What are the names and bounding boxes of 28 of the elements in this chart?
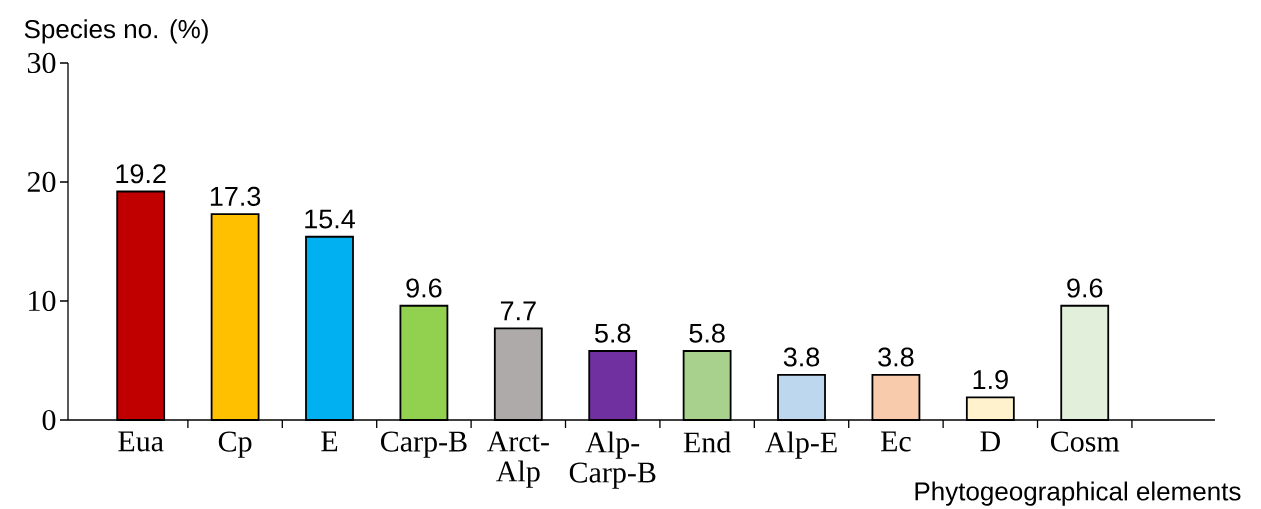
y-tick-label: 20 <box>27 171 56 193</box>
x-axis-title: Phytogeographical elements <box>915 481 1241 506</box>
data-label: 5.8 <box>595 323 631 343</box>
y-tick-label: 30 <box>27 52 56 74</box>
x-tick-label: Cosm <box>1050 431 1120 452</box>
x-tick-label: Carp-B <box>380 431 467 458</box>
y-tick-label: 10 <box>29 290 56 312</box>
x-tick-label: End <box>683 431 731 453</box>
x-tick-label: Eua <box>118 431 164 452</box>
x-tick-label: Alp-E <box>765 431 837 459</box>
y-axis-title: Species no. (%) <box>24 19 208 44</box>
y-tick-label: 0 <box>42 409 56 431</box>
data-label: 3.8 <box>878 347 914 367</box>
x-tick-label: Alp-Carp-B <box>569 431 656 489</box>
x-tick-label: Arct-Alp <box>486 431 549 488</box>
data-label: 9.6 <box>406 278 442 298</box>
data-label: 19.2 <box>116 164 166 184</box>
data-label: 5.8 <box>689 323 725 343</box>
data-label: 9.6 <box>1067 278 1103 298</box>
data-label: 3.8 <box>783 347 820 367</box>
data-label: 1.9 <box>973 370 1008 390</box>
x-tick-label: Cp <box>218 431 252 458</box>
data-label: 15.4 <box>305 209 355 229</box>
data-label: 7.7 <box>500 301 536 321</box>
data-label: 17.3 <box>210 186 261 206</box>
x-tick-label: Ec <box>880 431 911 452</box>
x-tick-label: D <box>980 431 1000 452</box>
x-tick-label: E <box>321 431 338 452</box>
